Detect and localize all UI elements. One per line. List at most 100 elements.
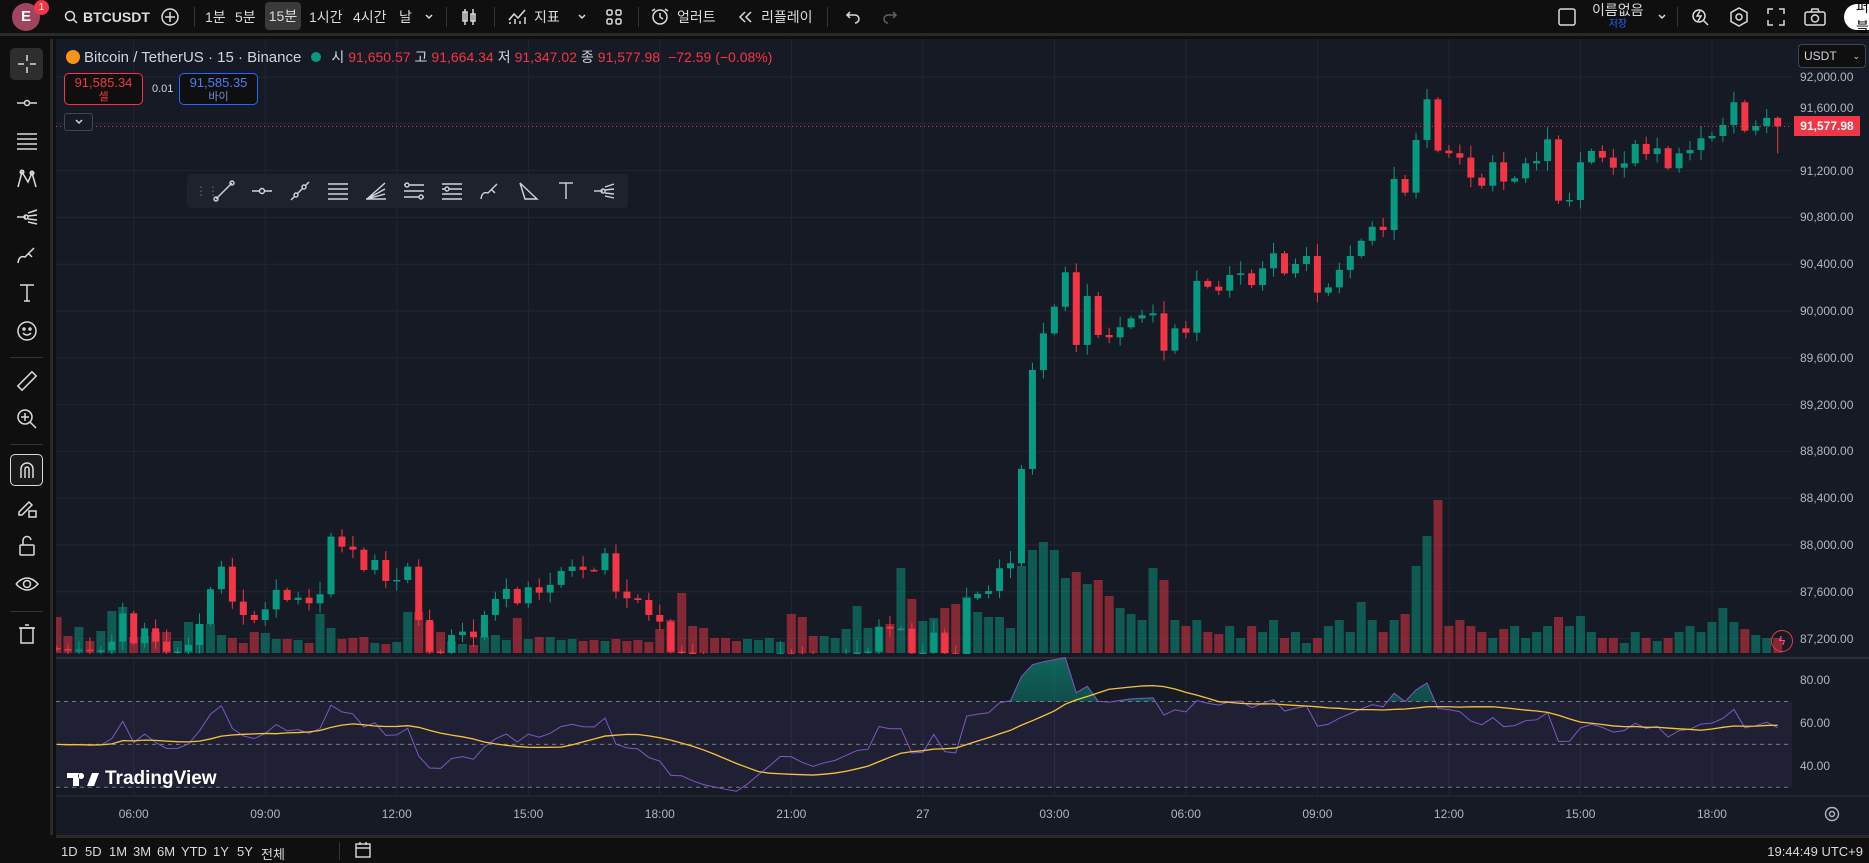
range-button-6m[interactable]: 6M	[157, 844, 176, 859]
trend-line-tool[interactable]	[10, 87, 43, 119]
lightning-icon[interactable]: ϟ	[1771, 630, 1793, 652]
publish-button[interactable]: 퍼블	[1844, 0, 1869, 35]
time-tick-label: 12:00	[1433, 807, 1464, 821]
candle-body	[1511, 178, 1519, 182]
range-button-5d[interactable]: 5D	[85, 844, 102, 859]
interval-dropdown[interactable]	[424, 0, 434, 33]
bitcoin-logo-icon	[66, 50, 80, 64]
buy-button[interactable]: 91,585.35 바이	[179, 73, 258, 105]
volume-bar	[1575, 616, 1585, 653]
interval-4h[interactable]: 4시간	[353, 0, 387, 33]
layout-dropdown[interactable]	[1657, 0, 1667, 33]
volume-bar	[1663, 638, 1673, 653]
rsi-tick-label: 40.00	[1800, 758, 1831, 773]
candle-body	[75, 649, 83, 652]
interval-15m[interactable]: 15분	[265, 2, 301, 30]
go-to-date-button[interactable]	[354, 841, 372, 862]
candle-body	[64, 649, 72, 651]
buy-label: 바이	[208, 91, 229, 103]
volume-bar	[458, 644, 468, 653]
range-button-3m[interactable]: 3M	[133, 844, 152, 859]
volume-bar	[1455, 620, 1465, 653]
sell-button[interactable]: 91,585.34 셀	[64, 73, 143, 105]
triangle-pattern-button[interactable]	[509, 176, 547, 206]
range-button-1m[interactable]: 1M	[109, 844, 128, 859]
fullscreen-button[interactable]	[1767, 0, 1785, 33]
plus-circle-icon	[161, 7, 179, 26]
brush-tool[interactable]	[10, 239, 43, 271]
drag-handle-icon[interactable]: ⋮⋮	[195, 184, 219, 198]
fib-channel-button[interactable]	[395, 176, 433, 206]
volume-bar	[1060, 578, 1070, 653]
quick-search-button[interactable]	[1690, 0, 1710, 33]
undo-button[interactable]	[845, 0, 861, 33]
price-tick-label: 90,800.00	[1800, 210, 1854, 225]
interval-label: 날	[399, 8, 412, 25]
lock-drawings-tool[interactable]	[10, 530, 43, 562]
fib-fan-button[interactable]	[357, 176, 395, 206]
symbol-search-button[interactable]: BTCUSDT	[64, 0, 150, 33]
candle-body	[1697, 138, 1705, 151]
range-button-1d[interactable]: 1D	[61, 844, 78, 859]
candle-body	[305, 597, 313, 604]
candle-body	[1434, 99, 1442, 151]
remove-drawings-tool[interactable]	[10, 618, 43, 650]
range-button-5y[interactable]: 5Y	[237, 844, 253, 859]
range-button-1y[interactable]: 1Y	[213, 844, 229, 859]
emoji-tool[interactable]	[10, 315, 43, 347]
legend-collapse-button[interactable]	[64, 113, 93, 131]
measure-tool[interactable]	[10, 365, 43, 397]
forecast-button[interactable]	[585, 176, 623, 206]
volume-bar	[589, 640, 599, 653]
parallel-channel-button[interactable]	[281, 176, 319, 206]
interval-1h[interactable]: 1시간	[309, 0, 343, 33]
pattern-tool[interactable]	[10, 163, 43, 195]
interval-1d[interactable]: 날	[399, 0, 412, 33]
symbol-title[interactable]: Bitcoin / TetherUS · 15 · Binance	[84, 48, 302, 66]
text-button[interactable]	[547, 176, 585, 206]
fib-retracement-button[interactable]	[319, 176, 357, 206]
zoom-in-tool[interactable]	[10, 403, 43, 435]
replay-button[interactable]: 리플레이	[738, 0, 813, 33]
settings-button[interactable]	[1729, 0, 1749, 33]
interval-1m[interactable]: 1분	[205, 0, 226, 33]
horizontal-ray-button[interactable]	[243, 176, 281, 206]
multi-layout-button[interactable]	[1557, 0, 1577, 33]
snapshot-button[interactable]	[1804, 0, 1826, 33]
alert-button[interactable]: 얼러트	[650, 0, 716, 33]
axis-settings-button[interactable]	[1824, 806, 1840, 827]
stay-in-drawing-mode-tool[interactable]	[10, 492, 43, 524]
user-avatar[interactable]: E 1	[12, 0, 49, 33]
candle-body	[875, 626, 883, 652]
redo-button[interactable]	[882, 0, 898, 33]
currency-dropdown[interactable]: USDT ⌄	[1798, 44, 1866, 68]
volume-bar	[1148, 568, 1158, 653]
trend-line-button[interactable]	[205, 176, 243, 206]
range-button-전체[interactable]: 전체	[261, 847, 285, 862]
candle-body	[1423, 99, 1431, 140]
text-tool[interactable]	[10, 277, 43, 309]
indicators-button[interactable]: 지표	[507, 0, 560, 33]
volume-bar	[348, 638, 358, 653]
compare-symbol-button[interactable]	[160, 0, 180, 33]
interval-5m[interactable]: 5분	[235, 0, 256, 33]
chart-type-button[interactable]	[460, 0, 478, 33]
clock-timezone[interactable]: 19:44:49 UTC+9	[1767, 844, 1863, 859]
candle-body	[185, 644, 193, 652]
indicators-dropdown[interactable]	[577, 0, 587, 33]
fib-tool[interactable]	[10, 125, 43, 157]
layout-name-button[interactable]: 이름없음 저장	[1592, 0, 1644, 33]
forecast-tool[interactable]	[10, 201, 43, 233]
market-status-icon[interactable]	[311, 52, 322, 62]
layout-templates-button[interactable]	[605, 0, 623, 33]
price-tick-label: 87,200.00	[1800, 631, 1854, 646]
fib-time-zone-button[interactable]	[433, 176, 471, 206]
hide-drawings-tool[interactable]	[10, 568, 43, 600]
brush-button[interactable]	[471, 176, 509, 206]
rsi-ma-line	[56, 684, 1778, 776]
magnet-tool[interactable]	[10, 454, 43, 486]
range-button-ytd[interactable]: YTD	[181, 844, 207, 859]
chevron-down-icon	[74, 119, 83, 125]
crosshair-tool[interactable]	[10, 48, 43, 80]
